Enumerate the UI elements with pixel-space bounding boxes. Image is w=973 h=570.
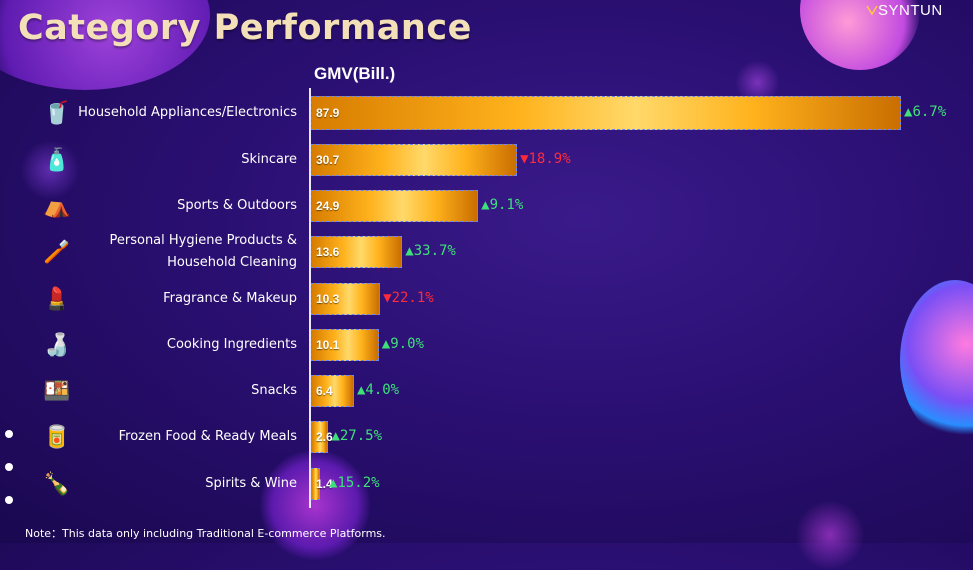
blender-icon: 🥤 bbox=[43, 100, 71, 125]
change-label: ▼22.1% bbox=[383, 290, 434, 306]
bar-value-label: 1.4 bbox=[316, 477, 333, 491]
triangle-down-icon: ▼ bbox=[383, 290, 392, 306]
change-label: ▲27.5% bbox=[331, 428, 383, 444]
bar-value-label: 10.1 bbox=[316, 338, 340, 352]
triangle-up-icon: ▲ bbox=[356, 382, 366, 398]
brand-logo-icon bbox=[866, 5, 878, 16]
category-label: Spirits & Wine bbox=[205, 476, 297, 491]
decor-blob bbox=[20, 140, 80, 200]
bar-value-label: 87.9 bbox=[316, 106, 340, 120]
category-label: Personal Hygiene Products & Household Cle… bbox=[109, 233, 298, 270]
pager-dot[interactable] bbox=[5, 463, 13, 471]
category-label: Skincare bbox=[241, 152, 297, 167]
decor-blob bbox=[900, 280, 973, 440]
bar-value-label: 24.9 bbox=[316, 199, 340, 213]
bar bbox=[311, 421, 329, 453]
bar bbox=[311, 236, 403, 268]
triangle-up-icon: ▲ bbox=[904, 104, 913, 120]
change-label: ▲9.1% bbox=[481, 197, 524, 213]
bar-value-label: 2.6 bbox=[316, 430, 333, 444]
cleaning-cup-icon: 🪥 bbox=[43, 239, 71, 264]
category-label: Fragrance & Makeup bbox=[163, 291, 297, 306]
category-label: Household Appliances/Electronics bbox=[78, 105, 297, 120]
triangle-up-icon: ▲ bbox=[381, 336, 391, 352]
triangle-down-icon: ▼ bbox=[520, 151, 529, 167]
bar bbox=[311, 375, 354, 407]
bar-value-label: 10.3 bbox=[316, 292, 340, 306]
change-label: ▲15.2% bbox=[329, 475, 380, 491]
change-label: ▼18.9% bbox=[520, 151, 571, 167]
bar bbox=[311, 144, 518, 176]
footnote: Note：This data only including Traditiona… bbox=[25, 527, 386, 540]
triangle-up-icon: ▲ bbox=[405, 243, 414, 259]
frozen-cup-icon: 🥫 bbox=[43, 424, 71, 449]
category-label: Snacks bbox=[251, 383, 297, 398]
triangle-up-icon: ▲ bbox=[331, 428, 340, 444]
sauce-bottle-icon: 🍶 bbox=[43, 332, 71, 357]
change-label: ▲33.7% bbox=[405, 243, 456, 259]
bar bbox=[311, 329, 379, 361]
change-label: ▲6.7% bbox=[904, 104, 947, 120]
bar bbox=[311, 283, 381, 315]
perfume-makeup-icon: 💄 bbox=[43, 286, 71, 311]
change-label: ▲4.0% bbox=[356, 382, 400, 398]
decor-blob bbox=[795, 500, 865, 570]
wine-bottles-icon: 🍾 bbox=[43, 471, 71, 496]
bar-value-label: 13.6 bbox=[316, 245, 340, 259]
sports-gear-icon: ⛺ bbox=[43, 193, 71, 218]
y-axis-line bbox=[309, 88, 311, 508]
skincare-bottles-icon: 🧴 bbox=[43, 147, 71, 172]
bar bbox=[311, 190, 479, 222]
triangle-up-icon: ▲ bbox=[329, 475, 338, 491]
category-label: Frozen Food & Ready Meals bbox=[118, 429, 297, 444]
bar bbox=[311, 96, 901, 130]
pager-dot[interactable] bbox=[5, 430, 13, 438]
snack-box-icon: 🍱 bbox=[43, 378, 71, 403]
change-label: ▲9.0% bbox=[381, 336, 424, 352]
axis-unit-label: GMV(Bill.) bbox=[314, 64, 396, 83]
bar bbox=[311, 468, 321, 500]
pager-dot[interactable] bbox=[5, 496, 13, 504]
bar-value-label: 30.7 bbox=[316, 153, 340, 167]
bar-value-label: 6.4 bbox=[316, 384, 333, 398]
category-label: Cooking Ingredients bbox=[166, 337, 297, 352]
brand-name: SYNTUN bbox=[878, 2, 943, 19]
chart-title: Category Performance bbox=[18, 8, 472, 48]
category-label: Sports & Outdoors bbox=[177, 198, 297, 213]
decor-blob bbox=[260, 450, 370, 560]
triangle-up-icon: ▲ bbox=[481, 197, 490, 213]
